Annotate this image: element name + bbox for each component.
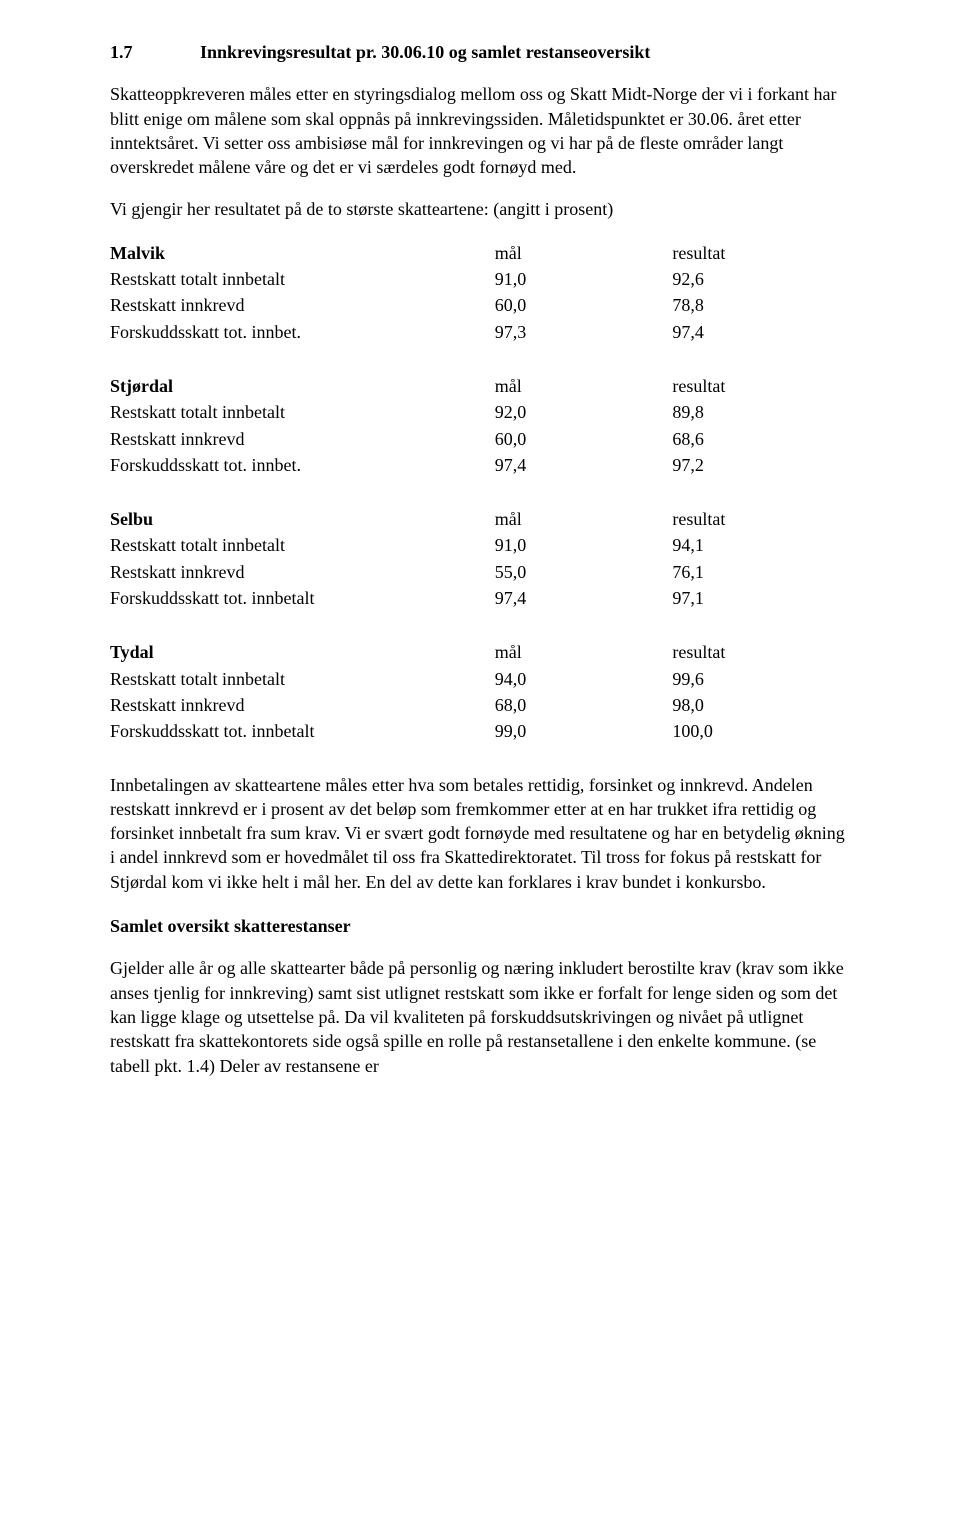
row-label: Restskatt innkrevd <box>110 559 495 585</box>
table-row: Restskatt totalt innbetalt 91,0 92,6 <box>110 266 850 292</box>
row-label: Forskuddsskatt tot. innbetalt <box>110 718 495 744</box>
cell-result: 89,8 <box>672 399 850 425</box>
table-header-row: Stjørdal mål resultat <box>110 373 850 399</box>
selbu-table: Selbu mål resultat Restskatt totalt innb… <box>110 506 850 611</box>
cell-goal: 91,0 <box>495 532 673 558</box>
intro-paragraph: Skatteoppkreveren måles etter en styring… <box>110 82 850 179</box>
row-label: Forskuddsskatt tot. innbet. <box>110 452 495 478</box>
cell-result: 97,4 <box>672 319 850 345</box>
stjordal-table: Stjørdal mål resultat Restskatt totalt i… <box>110 373 850 478</box>
cell-goal: 97,4 <box>495 452 673 478</box>
overview-heading: Samlet oversikt skatterestanser <box>110 914 850 938</box>
row-label: Restskatt totalt innbetalt <box>110 399 495 425</box>
cell-result: 100,0 <box>672 718 850 744</box>
table-row: Forskuddsskatt tot. innbet. 97,3 97,4 <box>110 319 850 345</box>
col-result-header: resultat <box>672 506 850 532</box>
cell-goal: 91,0 <box>495 266 673 292</box>
cell-result: 94,1 <box>672 532 850 558</box>
cell-result: 78,8 <box>672 292 850 318</box>
row-label: Restskatt totalt innbetalt <box>110 532 495 558</box>
cell-goal: 94,0 <box>495 666 673 692</box>
cell-goal: 68,0 <box>495 692 673 718</box>
cell-result: 98,0 <box>672 692 850 718</box>
section-number: 1.7 <box>110 40 200 64</box>
municipality-name: Stjørdal <box>110 373 495 399</box>
col-result-header: resultat <box>672 639 850 665</box>
row-label: Forskuddsskatt tot. innbet. <box>110 319 495 345</box>
cell-result: 97,1 <box>672 585 850 611</box>
table-row: Forskuddsskatt tot. innbetalt 99,0 100,0 <box>110 718 850 744</box>
table-row: Restskatt totalt innbetalt 94,0 99,6 <box>110 666 850 692</box>
row-label: Restskatt totalt innbetalt <box>110 266 495 292</box>
payment-paragraph: Innbetalingen av skatteartene måles ette… <box>110 773 850 894</box>
row-label: Restskatt totalt innbetalt <box>110 666 495 692</box>
table-header-row: Tydal mål resultat <box>110 639 850 665</box>
table-row: Forskuddsskatt tot. innbetalt 97,4 97,1 <box>110 585 850 611</box>
table-header-row: Selbu mål resultat <box>110 506 850 532</box>
col-goal-header: mål <box>495 373 673 399</box>
cell-result: 68,6 <box>672 426 850 452</box>
cell-goal: 97,3 <box>495 319 673 345</box>
malvik-table: Malvik mål resultat Restskatt totalt inn… <box>110 240 850 345</box>
cell-result: 99,6 <box>672 666 850 692</box>
table-row: Forskuddsskatt tot. innbet. 97,4 97,2 <box>110 452 850 478</box>
col-goal-header: mål <box>495 506 673 532</box>
cell-goal: 92,0 <box>495 399 673 425</box>
row-label: Restskatt innkrevd <box>110 426 495 452</box>
row-label: Restskatt innkrevd <box>110 692 495 718</box>
table-row: Restskatt totalt innbetalt 91,0 94,1 <box>110 532 850 558</box>
cell-result: 92,6 <box>672 266 850 292</box>
table-row: Restskatt innkrevd 60,0 78,8 <box>110 292 850 318</box>
col-result-header: resultat <box>672 373 850 399</box>
overview-paragraph: Gjelder alle år og alle skattearter både… <box>110 956 850 1077</box>
cell-result: 76,1 <box>672 559 850 585</box>
table-header-row: Malvik mål resultat <box>110 240 850 266</box>
table-row: Restskatt innkrevd 68,0 98,0 <box>110 692 850 718</box>
section-heading: 1.7Innkrevingsresultat pr. 30.06.10 og s… <box>110 40 850 64</box>
col-goal-header: mål <box>495 240 673 266</box>
municipality-name: Malvik <box>110 240 495 266</box>
table-row: Restskatt innkrevd 60,0 68,6 <box>110 426 850 452</box>
cell-goal: 55,0 <box>495 559 673 585</box>
row-label: Restskatt innkrevd <box>110 292 495 318</box>
row-label: Forskuddsskatt tot. innbetalt <box>110 585 495 611</box>
table-row: Restskatt totalt innbetalt 92,0 89,8 <box>110 399 850 425</box>
document-page: 1.7Innkrevingsresultat pr. 30.06.10 og s… <box>0 0 960 1136</box>
municipality-name: Selbu <box>110 506 495 532</box>
col-goal-header: mål <box>495 639 673 665</box>
cell-goal: 60,0 <box>495 426 673 452</box>
section-title: Innkrevingsresultat pr. 30.06.10 og saml… <box>200 42 650 62</box>
cell-result: 97,2 <box>672 452 850 478</box>
tydal-table: Tydal mål resultat Restskatt totalt innb… <box>110 639 850 744</box>
municipality-name: Tydal <box>110 639 495 665</box>
cell-goal: 60,0 <box>495 292 673 318</box>
cell-goal: 97,4 <box>495 585 673 611</box>
col-result-header: resultat <box>672 240 850 266</box>
cell-goal: 99,0 <box>495 718 673 744</box>
results-intro: Vi gjengir her resultatet på de to størs… <box>110 197 850 221</box>
table-row: Restskatt innkrevd 55,0 76,1 <box>110 559 850 585</box>
